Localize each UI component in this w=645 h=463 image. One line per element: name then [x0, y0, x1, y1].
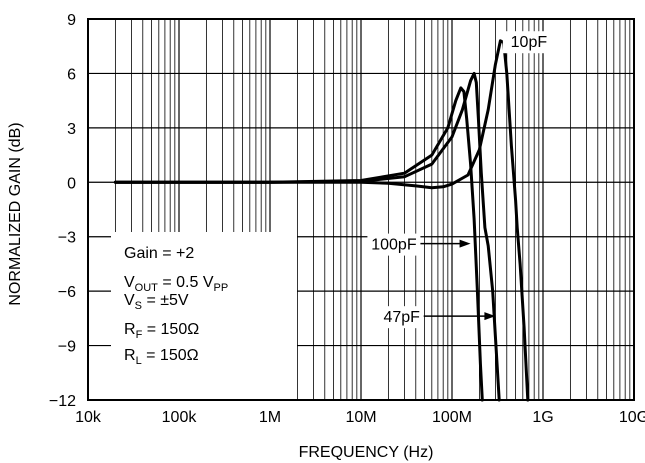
series-line-10pF	[113, 39, 530, 402]
y-tick-label: 3	[67, 121, 76, 138]
y-tick-label: 6	[67, 66, 76, 83]
x-tick-label: 10M	[345, 409, 376, 426]
conditions-box	[111, 232, 297, 400]
label-100pf-bg	[367, 233, 421, 256]
label-47pf: 47pF	[383, 309, 420, 326]
y-tick-label: 9	[67, 12, 76, 29]
plot-frame	[87, 18, 635, 401]
annotations: 10pF 100pF 47pF	[367, 31, 555, 329]
x-tick-label: 10k	[75, 409, 102, 426]
condition-vs: VS = ±5V	[124, 292, 189, 312]
x-tick-label: 100k	[162, 409, 198, 426]
x-axis-title: FREQUENCY (Hz)	[299, 444, 434, 461]
conditions-text: Gain = +2 VOUT = 0.5 VPP VS = ±5V RF = 1…	[124, 245, 228, 367]
y-axis-title: NORMALIZED GAIN (dB)	[7, 122, 24, 305]
label-10pf: 10pF	[511, 34, 548, 51]
label-47pf-bg	[379, 306, 424, 329]
label-47pf-arrow-head	[484, 312, 496, 321]
label-100pf-arrow-head	[459, 239, 471, 248]
tick-labels: 10k 100k 1M 10M 100M 1G 10G 9 6 3 0 −3 −6 −9 −12	[49, 12, 645, 426]
condition-rl: RL = 150Ω	[124, 347, 199, 367]
y-tick-label: −9	[58, 339, 76, 356]
y-tick-label: −3	[58, 230, 76, 247]
condition-vout: VOUT = 0.5 VPP	[124, 274, 228, 294]
y-tick-label: −12	[49, 393, 76, 410]
x-tick-label: 100M	[432, 409, 472, 426]
series-line-100pF	[113, 86, 484, 402]
x-tick-label: 10G	[619, 409, 645, 426]
y-tick-label: −6	[58, 284, 76, 301]
series-layer	[113, 39, 530, 402]
x-tick-label: 1M	[259, 409, 281, 426]
label-10pf-bg	[502, 31, 555, 54]
condition-gain: Gain = +2	[124, 245, 194, 262]
condition-rf: RF = 150Ω	[124, 321, 199, 341]
y-tick-label: 0	[67, 175, 76, 192]
x-tick-label: 1G	[532, 409, 553, 426]
label-100pf: 100pF	[371, 237, 417, 254]
